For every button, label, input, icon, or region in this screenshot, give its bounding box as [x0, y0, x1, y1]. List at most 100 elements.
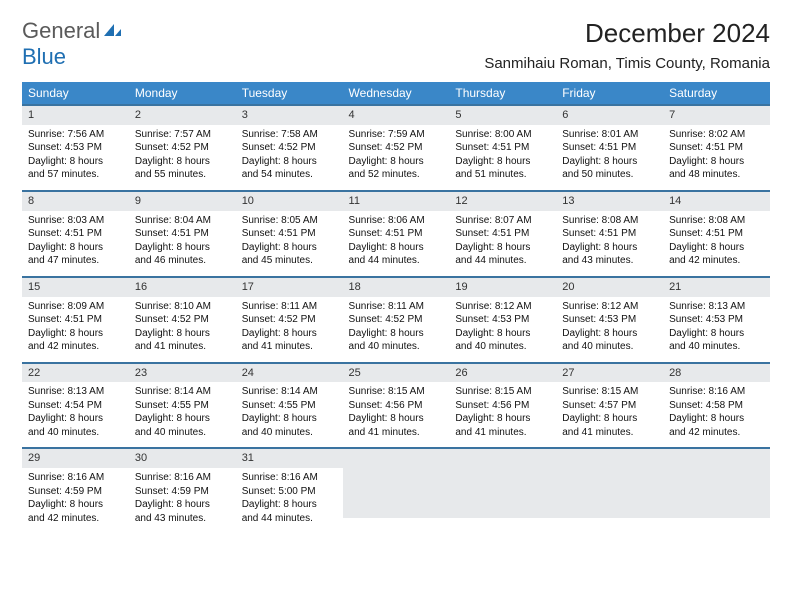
day-info-line: Sunset: 4:55 PM — [242, 399, 337, 413]
day-info-line: and 54 minutes. — [242, 168, 337, 182]
calendar-header-row: SundayMondayTuesdayWednesdayThursdayFrid… — [22, 82, 770, 105]
calendar-week-row: 29 Sunrise: 8:16 AMSunset: 4:59 PM Dayligh… — [22, 448, 770, 533]
day-info-line: and 40 minutes. — [349, 340, 444, 354]
day-number: 16 — [129, 278, 236, 297]
day-info-line: Sunrise: 8:02 AM — [669, 128, 764, 142]
day-header: Saturday — [663, 82, 770, 105]
calendar-day-cell: 10Sunrise: 8:05 AMSunset: 4:51 PMDayligh… — [236, 191, 343, 277]
day-info-line: and 40 minutes. — [669, 340, 764, 354]
day-info-line: Sunrise: 8:00 AM — [455, 128, 550, 142]
day-body: Sunrise: 8:14 AMSunset: 4:55 PMDaylight:… — [236, 382, 343, 447]
calendar-day-cell: 5Sunrise: 8:00 AMSunset: 4:51 PMDaylight… — [449, 105, 556, 191]
day-number: 20 — [556, 278, 663, 297]
day-info-line: Sunrise: 7:57 AM — [135, 128, 230, 142]
day-body: Sunrise: 8:10 AMSunset: 4:52 PMDaylight:… — [129, 297, 236, 362]
day-number: 7 — [663, 106, 770, 125]
day-info-line: Daylight: 8 hours — [242, 327, 337, 341]
day-info-line: Daylight: 8 hours — [669, 327, 764, 341]
day-info-line: Sunset: 4:56 PM — [349, 399, 444, 413]
day-info-line: Daylight: 8 hours — [242, 241, 337, 255]
day-body: Sunrise: 8:00 AMSunset: 4:51 PMDaylight:… — [449, 125, 556, 190]
day-info-line: Sunset: 4:51 PM — [562, 141, 657, 155]
day-info-line: Daylight: 8 hours — [135, 498, 230, 512]
day-info-line: Daylight: 8 hours — [669, 241, 764, 255]
day-info-line: Daylight: 8 hours — [669, 412, 764, 426]
calendar-week-row: 15Sunrise: 8:09 AMSunset: 4:51 PMDayligh… — [22, 277, 770, 363]
day-info-line: Sunrise: 8:15 AM — [349, 385, 444, 399]
calendar-day-cell — [556, 448, 663, 533]
calendar-week-row: 8Sunrise: 8:03 AMSunset: 4:51 PMDaylight… — [22, 191, 770, 277]
day-info-line: Sunrise: 8:16 AM — [28, 471, 123, 485]
day-body: Sunrise: 7:57 AMSunset: 4:52 PMDaylight:… — [129, 125, 236, 190]
day-body: Sunrise: 8:13 AMSunset: 4:53 PMDaylight:… — [663, 297, 770, 362]
day-info-line: Daylight: 8 hours — [28, 155, 123, 169]
calendar-day-cell: 22Sunrise: 8:13 AMSunset: 4:54 PMDayligh… — [22, 363, 129, 449]
day-info-line: Sunset: 4:51 PM — [455, 227, 550, 241]
day-number: 18 — [343, 278, 450, 297]
day-info-line: Daylight: 8 hours — [562, 412, 657, 426]
day-info-line: and 48 minutes. — [669, 168, 764, 182]
sail-icon — [102, 18, 122, 44]
calendar-day-cell — [663, 448, 770, 533]
day-info-line: Sunset: 4:53 PM — [669, 313, 764, 327]
day-info-line: Daylight: 8 hours — [562, 155, 657, 169]
calendar-week-row: 22Sunrise: 8:13 AMSunset: 4:54 PMDayligh… — [22, 363, 770, 449]
day-number: 22 — [22, 364, 129, 383]
day-body: Sunrise: 8:06 AMSunset: 4:51 PMDaylight:… — [343, 211, 450, 276]
day-info-line: Daylight: 8 hours — [562, 241, 657, 255]
day-info-line: Daylight: 8 hours — [455, 327, 550, 341]
day-info-line: Sunrise: 8:10 AM — [135, 300, 230, 314]
day-info-line: Sunrise: 8:16 AM — [669, 385, 764, 399]
day-info-line: Daylight: 8 hours — [349, 412, 444, 426]
day-number: 12 — [449, 192, 556, 211]
day-number — [449, 449, 556, 468]
day-number: 17 — [236, 278, 343, 297]
day-info-line: Daylight: 8 hours — [669, 155, 764, 169]
day-info-line: Sunrise: 8:11 AM — [242, 300, 337, 314]
day-number — [343, 449, 450, 468]
calendar-day-cell: 3Sunrise: 7:58 AMSunset: 4:52 PMDaylight… — [236, 105, 343, 191]
calendar-day-cell: 6Sunrise: 8:01 AMSunset: 4:51 PMDaylight… — [556, 105, 663, 191]
day-info-line: Sunrise: 8:12 AM — [455, 300, 550, 314]
day-info-line: Sunrise: 8:08 AM — [562, 214, 657, 228]
day-info-line: and 41 minutes. — [135, 340, 230, 354]
calendar-day-cell: 21Sunrise: 8:13 AMSunset: 4:53 PMDayligh… — [663, 277, 770, 363]
day-info-line: Sunset: 4:56 PM — [455, 399, 550, 413]
day-info-line: and 45 minutes. — [242, 254, 337, 268]
day-info-line: Sunset: 4:55 PM — [135, 399, 230, 413]
calendar-day-cell: 26Sunrise: 8:15 AMSunset: 4:56 PMDayligh… — [449, 363, 556, 449]
day-info-line: Daylight: 8 hours — [562, 327, 657, 341]
day-info-line: and 52 minutes. — [349, 168, 444, 182]
day-info-line: and 51 minutes. — [455, 168, 550, 182]
day-info-line: Daylight: 8 hours — [242, 498, 337, 512]
title-block: December 2024 Sanmihaiu Roman, Timis Cou… — [484, 18, 770, 72]
day-number: 29 — [22, 449, 129, 468]
day-number: 2 — [129, 106, 236, 125]
day-info-line: Daylight: 8 hours — [455, 155, 550, 169]
day-body: Sunrise: 8:13 AMSunset: 4:54 PMDaylight:… — [22, 382, 129, 447]
day-info-line: and 40 minutes. — [562, 340, 657, 354]
day-header: Wednesday — [343, 82, 450, 105]
day-info-line: Sunrise: 8:11 AM — [349, 300, 444, 314]
day-info-line: and 41 minutes. — [562, 426, 657, 440]
day-body — [343, 468, 450, 518]
day-body: Sunrise: 8:11 AMSunset: 4:52 PMDaylight:… — [236, 297, 343, 362]
day-info-line: Sunset: 4:53 PM — [562, 313, 657, 327]
day-info-line: Sunrise: 8:14 AM — [242, 385, 337, 399]
day-header: Tuesday — [236, 82, 343, 105]
day-info-line: Sunset: 4:54 PM — [28, 399, 123, 413]
calendar-day-cell — [449, 448, 556, 533]
day-number: 26 — [449, 364, 556, 383]
day-info-line: Daylight: 8 hours — [28, 327, 123, 341]
page-title: December 2024 — [484, 18, 770, 49]
day-info-line: Sunrise: 7:58 AM — [242, 128, 337, 142]
day-body: Sunrise: 8:12 AMSunset: 4:53 PMDaylight:… — [449, 297, 556, 362]
day-info-line: Sunrise: 8:15 AM — [455, 385, 550, 399]
day-number: 24 — [236, 364, 343, 383]
day-info-line: Sunset: 4:52 PM — [135, 313, 230, 327]
day-number: 6 — [556, 106, 663, 125]
day-info-line: Sunset: 4:59 PM — [28, 485, 123, 499]
day-info-line: Daylight: 8 hours — [28, 241, 123, 255]
day-info-line: Sunrise: 8:07 AM — [455, 214, 550, 228]
calendar-day-cell: 15Sunrise: 8:09 AMSunset: 4:51 PMDayligh… — [22, 277, 129, 363]
